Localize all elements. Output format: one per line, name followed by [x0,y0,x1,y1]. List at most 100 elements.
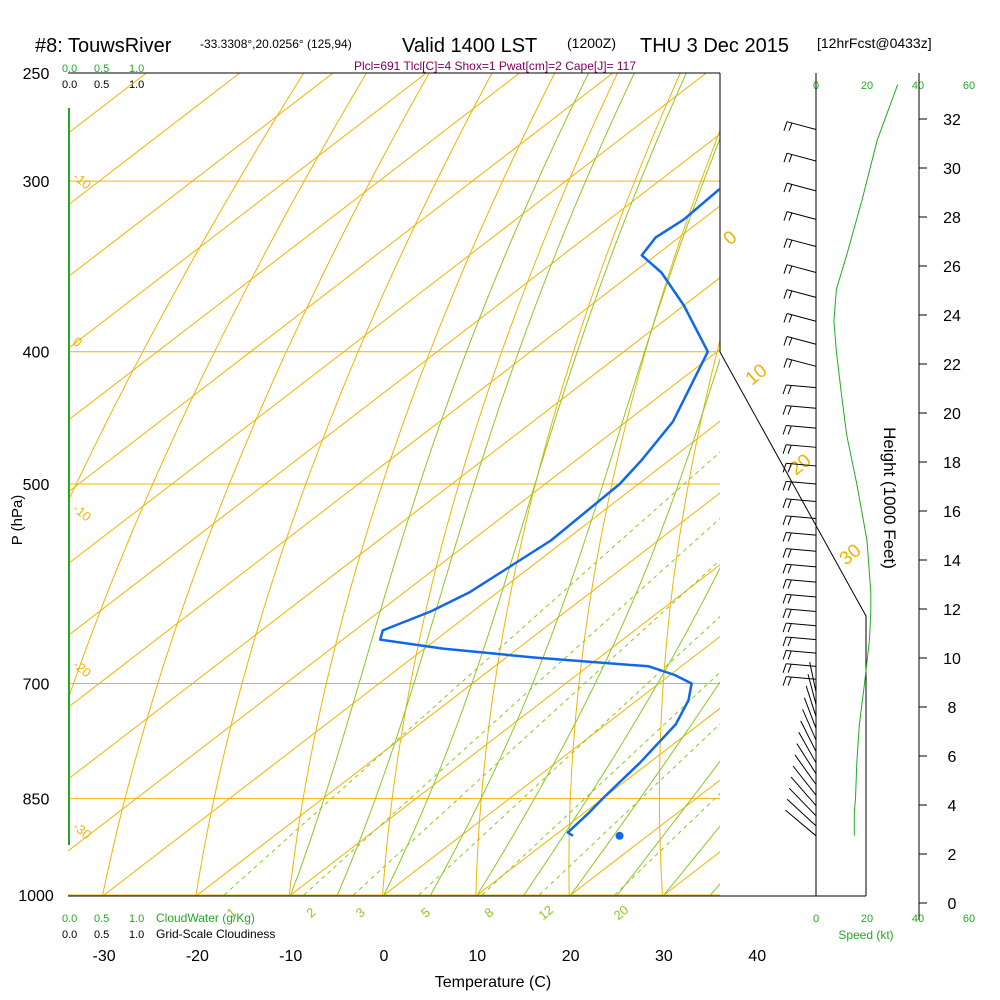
wind-barb [802,709,817,741]
wind-barb-flag [788,212,793,221]
wind-barb-flag [782,532,787,542]
moist-adiabat [616,760,720,896]
cloudwater-tick: 1.0 [129,913,144,925]
stability-indices: Plcl=691 Tlcl[C]=4 Shox=1 Pwat[cm]=2 Cap… [354,59,636,73]
wind-barb-flag [787,533,792,542]
wind-barb [786,650,817,654]
wind-barb-flag [788,154,793,163]
pressure-tick-label: 250 [23,66,50,83]
pressure-tick-label: 300 [23,174,50,191]
theta-label: -10 [70,501,94,525]
speed-tick-bottom: 40 [912,913,924,925]
mixing-ratio-line [538,723,720,896]
moist-adiabat [290,73,590,896]
wind-barb [786,636,817,641]
dry-adiabat [195,73,493,896]
mixing-ratio-line [614,792,720,896]
cloudwater-scale-bottom: 0.0 0.5 1.0 CloudWater (g/Kg) 0.0 0.5 1.… [62,911,275,941]
height-tick-label: 30 [943,161,961,178]
isotherm-line [68,73,428,350]
pressure-tick-label: 850 [23,792,50,809]
mixing-ratio-label: 5 [418,904,433,920]
utc-time: (1200Z) [567,35,616,51]
cloudiness-tick: 0.5 [94,929,109,941]
height-tick-label: 0 [948,896,957,913]
forecast-hour: [12hrFcst@0433z] [817,35,932,51]
height-tick-label: 6 [948,749,957,766]
wind-barb [786,384,817,389]
wind-barb [786,798,817,827]
wind-barb-flag [782,498,787,509]
wind-barb-flag [787,580,792,589]
cloudwater-tick: 0.5 [94,913,109,925]
moist-adiabat [523,566,720,896]
wind-barb [786,425,817,429]
moist-adiabat [570,681,720,896]
wind-barb-flag [788,122,793,131]
y-axis-title: P (hPa) [9,495,26,546]
isotherm-line [68,133,720,637]
thetae-label: 0 [720,227,742,250]
cloudiness-tick: 1.0 [129,929,144,941]
cloudwater-tick: 0.5 [94,63,109,75]
isotherm-line [68,73,708,565]
wind-barb [786,548,817,552]
surface-dewpoint-dot [615,831,624,840]
wind-barb-flag [782,515,787,526]
surface-temperature-dot [774,832,782,840]
wind-barb [786,405,817,409]
height-tick-label: 14 [943,553,961,570]
mixing-ratio-line [481,671,720,896]
isotherm-line [381,635,720,896]
wind-barb [786,498,817,503]
wind-barb-flag [783,336,788,346]
pressure-tick-label: 400 [23,345,50,362]
wind-barb-flag [782,608,787,619]
wind-barb [786,480,817,485]
wind-barb-flag [788,183,793,193]
mixing-ratio-label: 3 [353,904,368,920]
wind-barb-flag [783,238,788,248]
speed-tick-top: 40 [912,80,924,92]
wind-barb-flag [782,564,787,574]
height-tick-label: 18 [943,455,961,472]
cloudwater-scale-top: 0.0 0.5 1.0 0.0 0.5 1.0 [62,63,144,91]
wind-barb [809,661,817,693]
wind-barb [785,809,817,837]
wind-barb-flag [787,623,792,633]
wind-barb-flag [787,637,792,647]
wind-barb-flag [788,239,793,248]
height-tick-label: 2 [948,847,957,864]
height-tick-label: 12 [943,602,961,619]
cloudiness-tick: 1.0 [129,79,144,91]
wind-panel [782,84,899,837]
theta-label: -20 [70,657,94,681]
moist-adiabat [430,137,720,896]
isotherm-line [813,49,1000,924]
isotherm-line [906,49,1000,924]
wind-barb-flag [783,264,788,274]
speed-label: Speed (kt) [838,928,893,942]
wind-barb [798,732,817,763]
wind-barb [786,622,817,627]
mixing-ratio-line [353,559,720,896]
dry-adiabat [914,49,1000,924]
isotherm-line [661,851,720,896]
wind-barb-flag [787,609,792,619]
dry-adiabat [994,49,1000,924]
wind-barb-flag [782,463,787,473]
isotherm-line [568,779,720,896]
wind-barb-flag [788,314,793,323]
wind-barb-flag [787,482,792,491]
wind-barb-flag [787,385,792,395]
wind-barb [805,685,817,717]
sounding-series [378,187,782,840]
temperature-tick-label: -10 [279,948,302,965]
height-tick-label: 32 [943,112,961,129]
plot-frame [68,72,867,897]
wind-barb-flag [783,211,788,221]
temperature-tick-label: 40 [748,948,766,965]
isotherm-line [68,73,521,422]
wind-barb [792,765,817,796]
dry-adiabat [101,73,430,896]
